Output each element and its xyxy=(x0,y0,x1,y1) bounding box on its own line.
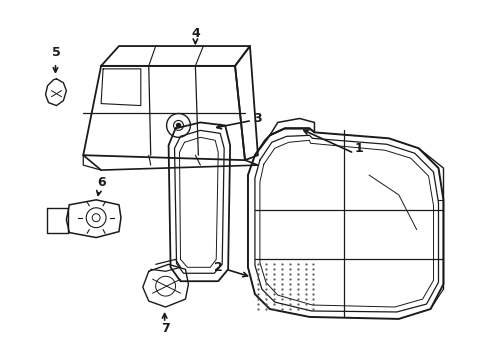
Text: 5: 5 xyxy=(52,46,61,59)
Text: 1: 1 xyxy=(355,142,364,155)
Circle shape xyxy=(176,123,180,127)
Text: 3: 3 xyxy=(254,112,262,125)
Text: 4: 4 xyxy=(191,27,200,40)
Text: 2: 2 xyxy=(214,261,222,274)
Text: 6: 6 xyxy=(97,176,105,189)
Text: 7: 7 xyxy=(161,322,170,336)
